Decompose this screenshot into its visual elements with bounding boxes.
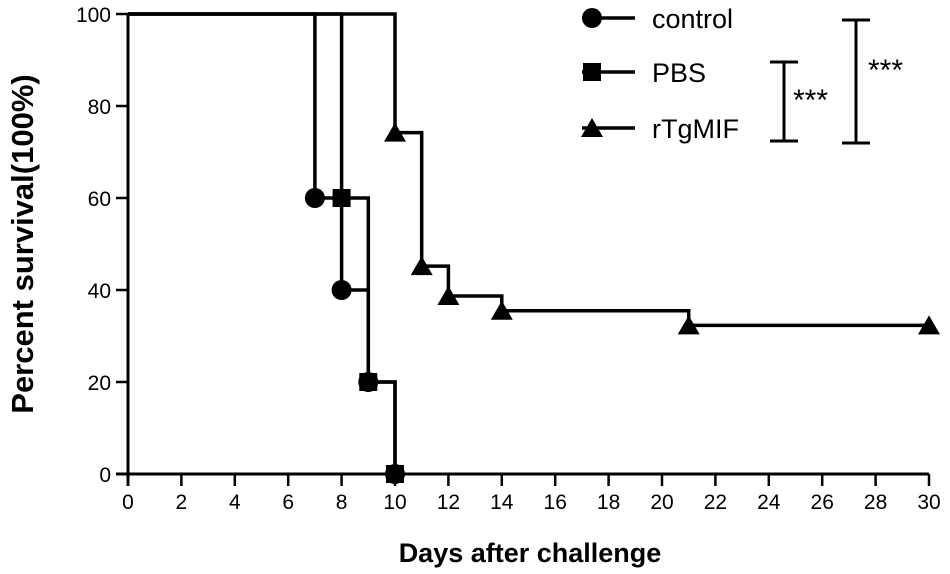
x-axis-title: Days after challenge [399,538,662,568]
y-tick-label: 60 [88,188,111,211]
significance-label: *** [793,84,828,117]
series-line [128,12,397,474]
x-tick-label: 6 [282,491,294,514]
significance-bracket: *** [842,18,903,145]
series-layer [128,12,940,484]
y-tick-label: 80 [88,96,111,119]
x-tick-label: 4 [229,491,241,514]
legend-label: rTgMIF [652,114,739,144]
legend-entry: rTgMIF [581,114,739,144]
legend-entry: control [582,4,733,34]
y-tick-label: 0 [99,464,111,487]
x-tick-label: 20 [650,491,673,514]
data-point [304,188,325,208]
x-tick-label: 26 [811,491,834,514]
data-point [490,300,513,320]
x-tick-label: 12 [437,491,460,514]
data-point [677,315,700,335]
x-tick-label: 24 [757,491,781,514]
x-tick-label: 14 [490,491,514,514]
data-point [332,189,351,207]
legend-marker [583,63,601,81]
data-point [918,315,940,335]
significance-bracket: *** [770,60,828,143]
significance-brackets: *** *** [770,18,903,145]
legend: control PBS rTgMIF [581,4,739,144]
series-rtgmif [128,12,940,335]
legend-label: PBS [652,58,706,88]
series-line [128,12,929,328]
legend-marker [581,118,603,137]
data-point [410,256,433,276]
x-tick-label: 16 [544,491,567,514]
x-tick-label: 10 [383,491,406,514]
data-point [386,465,404,483]
x-tick-label: 18 [597,491,620,514]
x-tick-label: 30 [917,491,940,514]
legend-label: control [652,4,733,34]
x-tick-label: 28 [864,491,887,514]
x-tick-label: 8 [336,491,348,514]
legend-entry: PBS [582,58,706,88]
series-control [128,12,405,484]
y-tick-label: 20 [88,372,111,395]
y-axis-title: Percent survival(100%) [5,74,40,413]
y-tick-label: 40 [88,280,111,303]
data-point [331,280,352,300]
data-point [437,285,460,305]
series-pbs [128,12,404,483]
data-point [384,122,406,142]
series-line [128,12,397,474]
x-tick-label: 0 [122,491,134,514]
x-tick-label: 22 [704,491,727,514]
x-tick-label: 2 [176,491,188,514]
significance-label: *** [868,54,903,87]
data-point [359,373,378,391]
legend-marker [582,8,602,28]
y-tick-label: 100 [76,4,111,27]
